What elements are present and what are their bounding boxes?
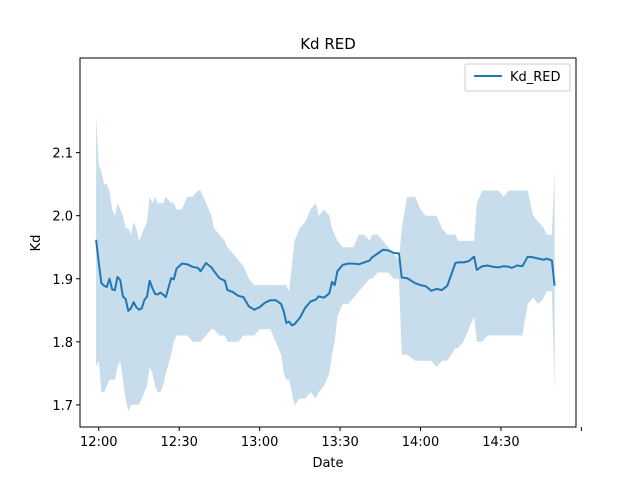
legend: Kd_RED bbox=[464, 63, 571, 92]
y-tick-label: 1.7 bbox=[52, 399, 73, 414]
x-tick-label: 12:30 bbox=[160, 435, 197, 450]
legend-box bbox=[464, 63, 571, 92]
x-tick-label: 12:00 bbox=[80, 435, 117, 450]
chart-title: Kd RED bbox=[300, 35, 356, 53]
x-tick-label: 13:30 bbox=[321, 435, 358, 450]
y-tick-label: 2.1 bbox=[52, 147, 73, 162]
plot-area bbox=[95, 114, 556, 412]
y-axis-label: Kd bbox=[29, 235, 44, 252]
axes-frame bbox=[79, 57, 577, 428]
confidence-band-0 bbox=[96, 114, 555, 412]
y-tick-label: 1.8 bbox=[52, 336, 73, 351]
legend-entry-label: Kd_RED bbox=[510, 70, 561, 85]
axes: 12:00 12:30 13:00 13:30 14:00 14:30 1.7 1.8 1.9 2… bbox=[52, 57, 582, 450]
series-line-0 bbox=[95, 239, 556, 327]
x-axis-label: Date bbox=[312, 456, 343, 471]
x-tick-label: 14:00 bbox=[402, 435, 439, 450]
x-tick-label: 13:00 bbox=[241, 435, 278, 450]
y-tick-label: 2.0 bbox=[52, 210, 73, 225]
x-tick-label: 14:30 bbox=[482, 435, 519, 450]
y-tick-label: 1.9 bbox=[52, 273, 73, 288]
